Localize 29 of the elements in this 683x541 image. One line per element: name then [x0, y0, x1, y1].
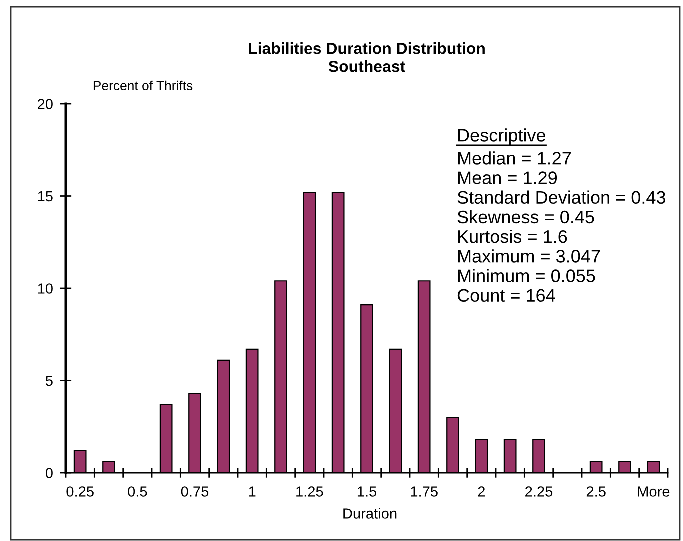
- annotation: Minimum = 0.055: [458, 269, 596, 282]
- y-tick-label: 5: [46, 376, 53, 386]
- annotation: Mean = 1.29: [458, 172, 558, 184]
- x-tick-label: 2.5: [586, 486, 606, 497]
- x-tick-label: 1.75: [411, 486, 438, 497]
- x-tick-label: 2.25: [526, 486, 553, 497]
- x-tick-label: More: [638, 486, 670, 497]
- x-tick-label: 0.25: [66, 486, 94, 497]
- y-axis-title: Percent of Thrifts: [94, 80, 193, 91]
- annotation: Kurtosis = 1.6: [458, 230, 568, 244]
- annotation: Standard Deviation = 0.43: [458, 190, 666, 204]
- y-tick-label: 20: [38, 99, 53, 110]
- y-tick-label: 10: [38, 284, 53, 294]
- annotation: Count = 164: [458, 289, 556, 302]
- x-axis-title: Duration: [344, 508, 397, 519]
- x-tick-label: 0.75: [181, 486, 209, 497]
- x-tick-label: 1.5: [358, 486, 377, 497]
- x-tick-label: 0.5: [128, 486, 148, 497]
- annotation: Skewness = 0.45: [458, 210, 594, 224]
- x-tick-label: 1: [249, 486, 256, 497]
- y-tick-label: 15: [38, 192, 53, 202]
- x-tick-label: 2: [478, 486, 485, 497]
- x-tick-label: 1.25: [296, 486, 324, 497]
- annotation: Median = 1.27: [458, 152, 572, 165]
- chart-subtitle: Southeast: [328, 60, 406, 72]
- chart-title: Liabilities Duration Distribution: [249, 42, 485, 54]
- annotation: Maximum = 3.047: [458, 250, 600, 263]
- annotation: Descriptive: [458, 128, 546, 146]
- y-tick-label: 0: [46, 468, 53, 478]
